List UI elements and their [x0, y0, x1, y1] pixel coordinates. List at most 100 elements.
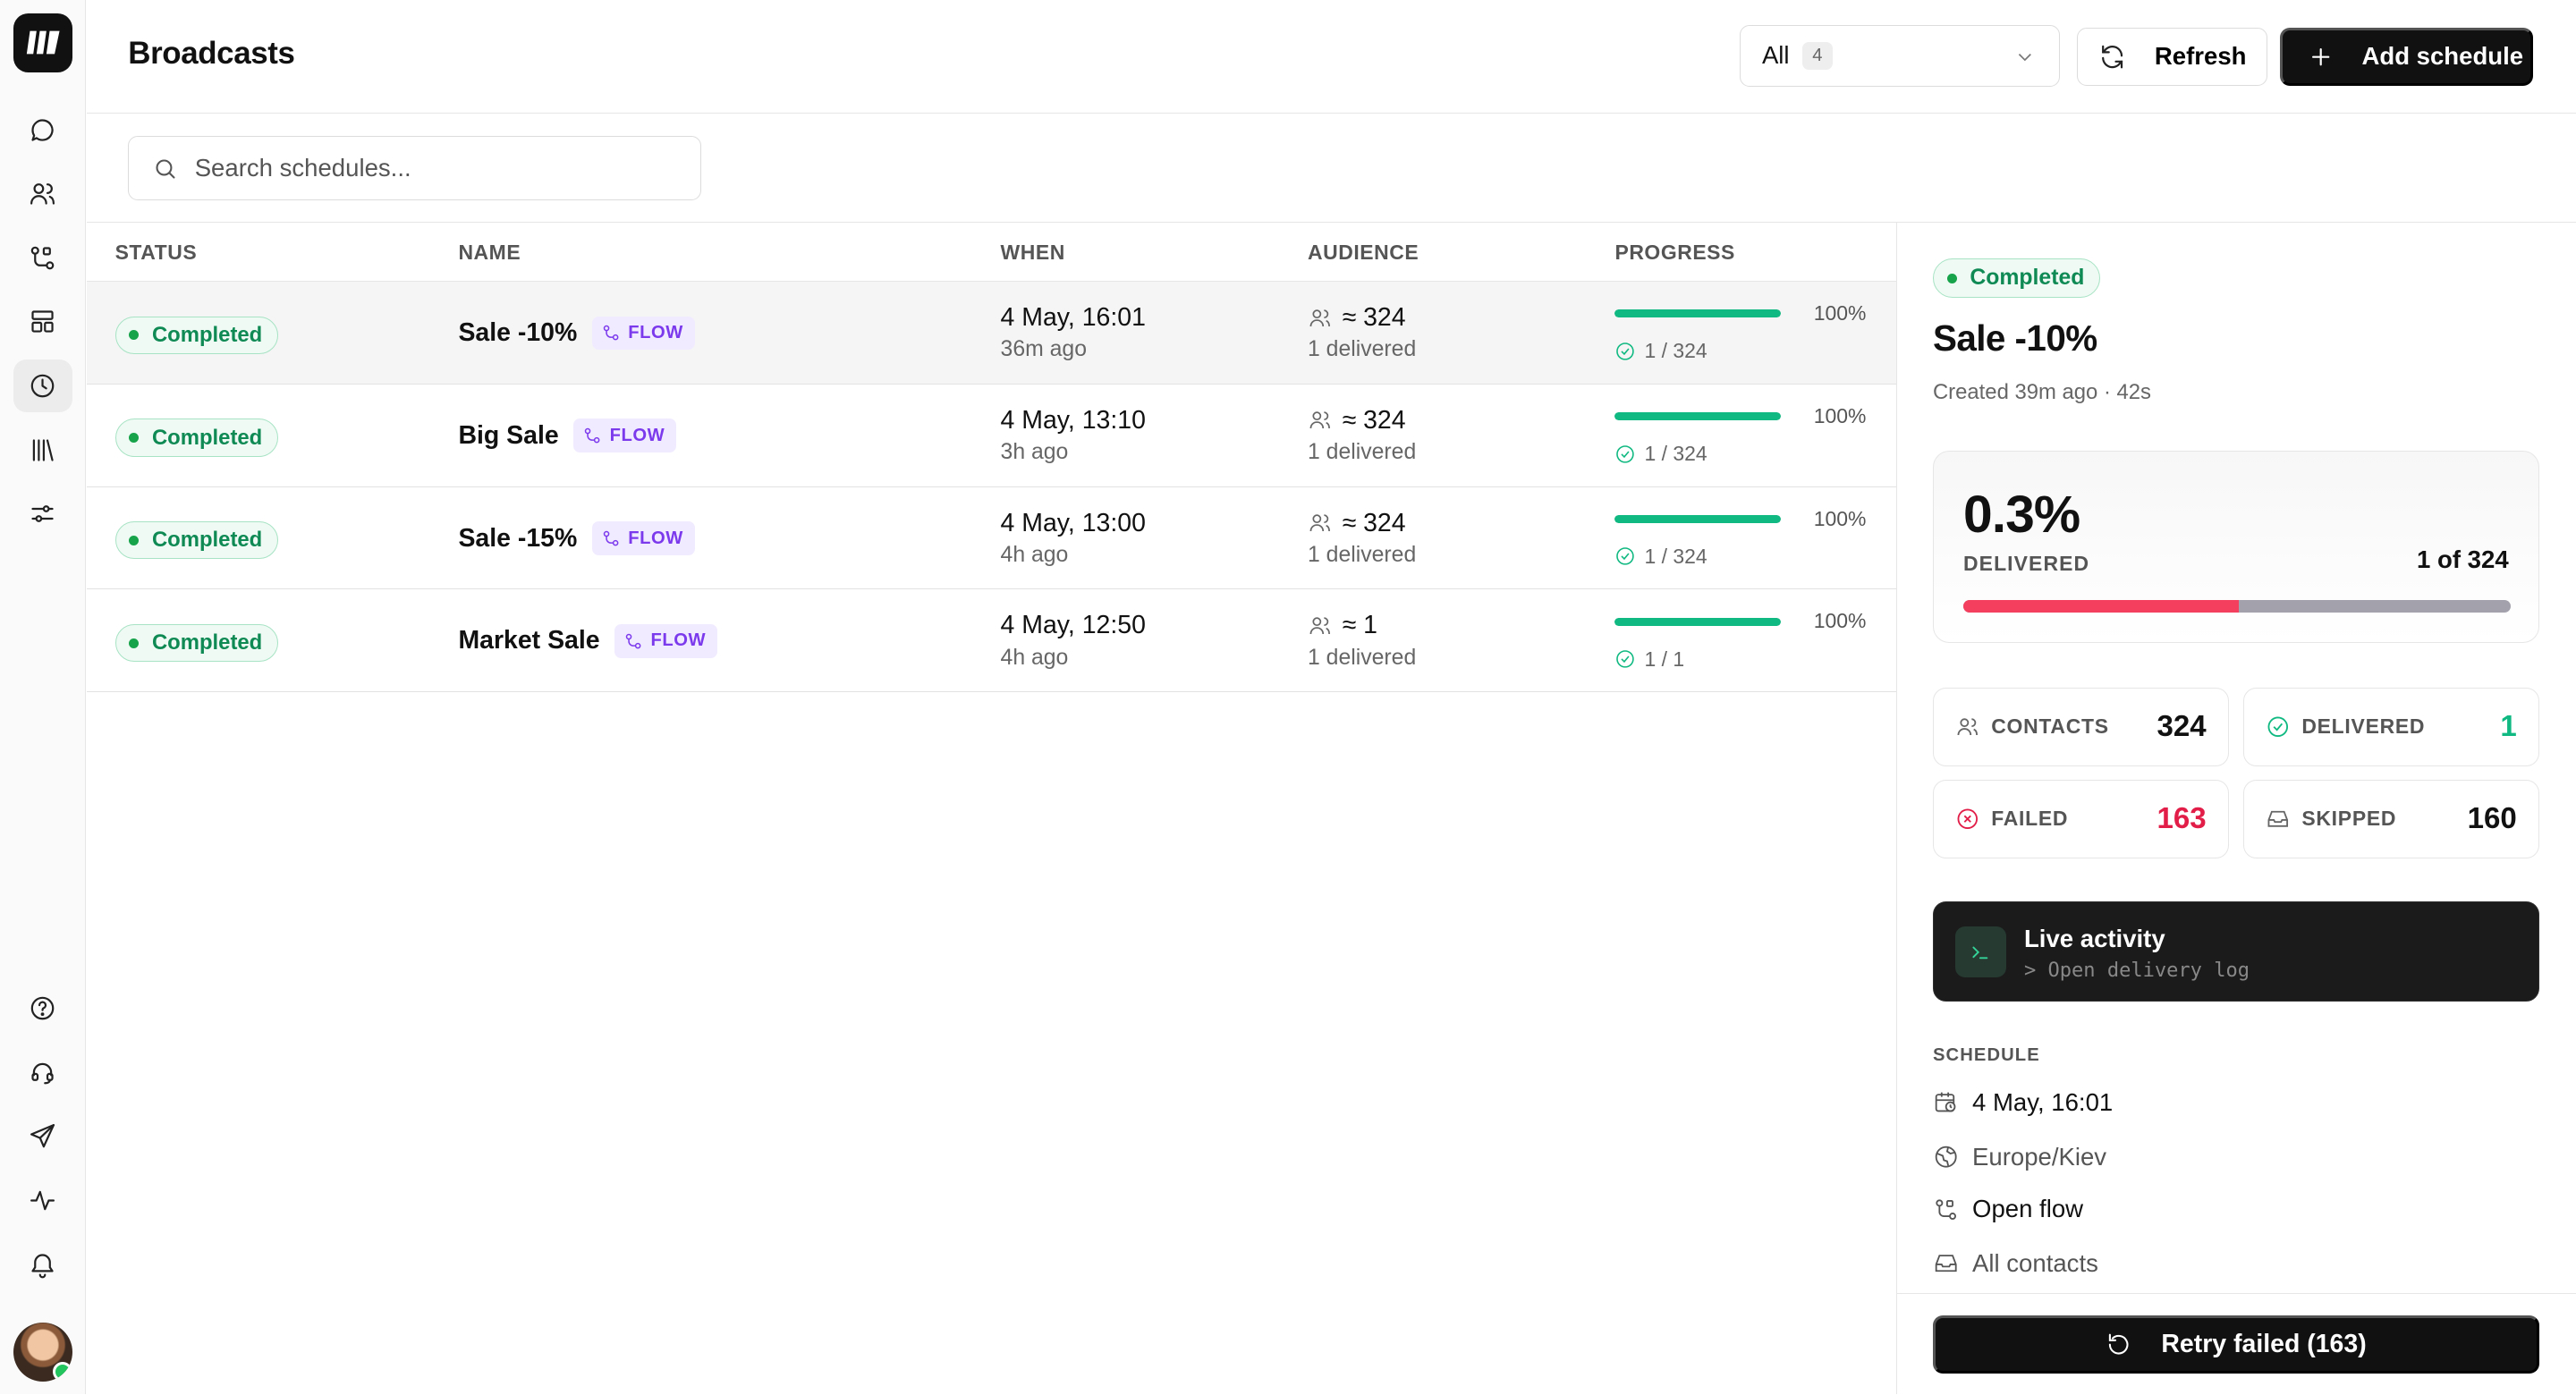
detail-panel: Completed Sale -10% Created 39m ago · 42…: [1895, 221, 2576, 1395]
avatar[interactable]: [13, 1322, 72, 1382]
schedule-when: 4 May, 12:50 4h ago: [1001, 611, 1146, 671]
audience-size: ≈ 324: [1342, 405, 1406, 435]
when-date: 4 May, 12:50: [1000, 611, 1146, 640]
retry-failed-button[interactable]: Retry failed (163): [1932, 1315, 2539, 1374]
schedule-name-text: Sale -15%: [458, 523, 578, 553]
live-activity-button[interactable]: Live activity > Open delivery log: [1932, 900, 2539, 1002]
activity-icon: [30, 1190, 55, 1211]
nav-send-icon[interactable]: [13, 1111, 72, 1163]
progress-percent: 100%: [1813, 506, 1867, 530]
inbox-icon: [1935, 1255, 1957, 1272]
refresh-label: Refresh: [2154, 42, 2247, 71]
table-row[interactable]: Completed Market Sale FLOW 4 May, 12:50 …: [87, 589, 1896, 693]
table-row[interactable]: Completed Sale -10% FLOW 4 May, 16:01 36…: [87, 282, 1896, 385]
flow-tag-label: FLOW: [628, 528, 683, 548]
schedule-name: Big Sale FLOW: [458, 418, 677, 453]
x-circle-icon: [1957, 808, 1978, 829]
nav-contacts-icon[interactable]: [13, 167, 72, 220]
flow-tag: FLOW: [591, 316, 695, 351]
nav-settings-sliders-icon[interactable]: [13, 487, 72, 540]
check-circle-icon: [1616, 547, 1635, 566]
flows-icon: [603, 326, 619, 341]
audience-delivered: 1 delivered: [1308, 543, 1417, 567]
column-progress[interactable]: PROGRESS: [1614, 241, 1735, 265]
flows-icon: [603, 530, 619, 546]
templates-icon: [31, 310, 54, 334]
refresh-icon: [2102, 45, 2123, 69]
retry-failed-label: Retry failed (163): [2161, 1329, 2367, 1358]
logo-icon[interactable]: [13, 13, 72, 72]
audience-size: ≈ 324: [1342, 302, 1406, 332]
progress-bar: [1614, 309, 1781, 318]
nav-help-icon[interactable]: [13, 982, 72, 1035]
table-row[interactable]: Completed Big Sale FLOW 4 May, 13:10 3h …: [87, 384, 1896, 487]
calendar-clock-icon: [1935, 1092, 1956, 1112]
delivered-percent: 0.3%: [1963, 485, 2080, 544]
when-date: 4 May, 16:01: [1000, 302, 1146, 332]
schedule-date-text: 4 May, 16:01: [1972, 1087, 2114, 1116]
progress-fill: [1614, 514, 1781, 523]
filter-value: All: [1761, 41, 1790, 70]
when-date: 4 May, 13:10: [1000, 405, 1146, 435]
search-input[interactable]: [194, 154, 672, 183]
nav-support-headset-icon[interactable]: [13, 1046, 72, 1099]
table-row[interactable]: Completed Sale -15% FLOW 4 May, 13:00 4h…: [87, 486, 1896, 590]
stat-value: 163: [2157, 801, 2207, 835]
nav-bell-icon[interactable]: [13, 1239, 72, 1291]
sidebar: [0, 0, 86, 1395]
progress-count: 1 / 324: [1644, 339, 1707, 363]
when-ago: 36m ago: [1000, 337, 1087, 362]
status-label: Completed: [151, 425, 263, 450]
open-flow-text: Open flow: [1972, 1195, 2084, 1223]
stat-contacts: CONTACTS 324: [1932, 687, 2229, 766]
nav-schedules-icon[interactable]: [13, 359, 72, 412]
refresh-button[interactable]: Refresh: [2076, 28, 2267, 86]
column-name[interactable]: NAME: [458, 241, 521, 265]
stat-label: CONTACTS: [1991, 714, 2109, 739]
nav-activity-icon[interactable]: [13, 1174, 72, 1227]
stat-value: 160: [2467, 801, 2517, 835]
schedule-date: 4 May, 16:01: [1933, 1088, 2113, 1117]
support-headset-icon: [31, 1062, 54, 1085]
status-badge: Completed: [114, 521, 278, 560]
progress-fill: [1614, 617, 1781, 626]
flows-icon: [585, 427, 600, 444]
add-schedule-button[interactable]: Add schedule: [2280, 28, 2534, 86]
progress-fill: [1614, 412, 1781, 421]
live-activity-subtitle: > Open delivery log: [2023, 959, 2250, 982]
audience-size: ≈ 1: [1342, 611, 1377, 640]
stat-value: 1: [2500, 709, 2517, 743]
schedule-timezone-text: Europe/Kiev: [1972, 1142, 2107, 1171]
progress-bar: [1614, 412, 1781, 421]
schedule-heading: SCHEDULE: [1932, 1045, 2040, 1066]
filter-count-badge: 4: [1802, 42, 1833, 70]
nav-chat-icon[interactable]: [13, 104, 72, 156]
when-ago: 4h ago: [1000, 645, 1069, 670]
column-when[interactable]: WHEN: [1000, 241, 1065, 265]
schedule-name-text: Market Sale: [458, 626, 600, 655]
settings-sliders-icon: [31, 505, 54, 523]
bell-icon: [31, 1254, 54, 1279]
status-filter-select[interactable]: All 4: [1740, 24, 2061, 88]
schedule-audience: ≈ 1 1 delivered: [1308, 611, 1416, 671]
status-badge: Completed: [114, 316, 278, 354]
status-badge: Completed: [1932, 258, 2100, 299]
schedule-audience: ≈ 324 1 delivered: [1308, 509, 1416, 569]
panel-footer: Retry failed (163): [1896, 1293, 2576, 1395]
delivered-of-total: 1 of 324: [2417, 545, 2509, 573]
contacts-icon: [30, 183, 55, 205]
column-audience[interactable]: AUDIENCE: [1308, 241, 1419, 265]
column-status[interactable]: STATUS: [114, 241, 198, 265]
status-badge: Completed: [114, 623, 278, 663]
nav-flows-icon[interactable]: [13, 232, 72, 284]
flow-tag: FLOW: [573, 418, 677, 453]
progress-fill: [1614, 309, 1781, 318]
plus-icon: [2311, 47, 2330, 66]
nav-templates-icon[interactable]: [13, 296, 72, 349]
open-flow-link[interactable]: Open flow: [1933, 1195, 2083, 1223]
nav-library-icon[interactable]: [13, 424, 72, 477]
stat-failed: FAILED 163: [1932, 779, 2229, 858]
schedules-table: STATUS NAME WHEN AUDIENCE PROGRESS Compl…: [87, 221, 1896, 1394]
search-box: [128, 136, 702, 201]
schedule-name-text: Big Sale: [458, 420, 559, 450]
